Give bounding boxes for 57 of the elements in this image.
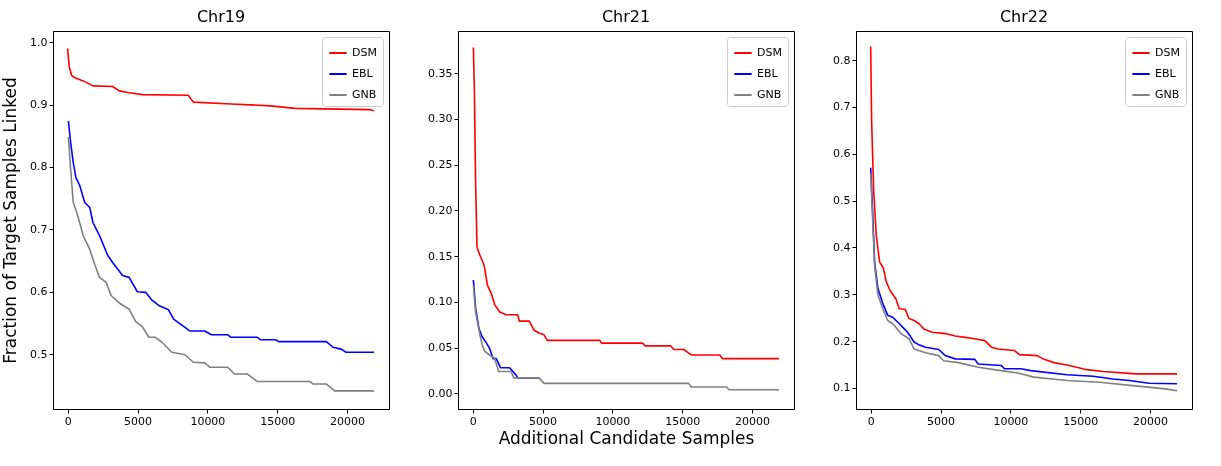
line-series (472, 284, 780, 391)
y-tick-label: 0.7 (30, 222, 48, 236)
y-tick-label: 0.9 (30, 98, 48, 112)
x-tick-label: 20000 (330, 414, 366, 428)
y-tick-label: 0.30 (428, 112, 453, 126)
y-tick-label: 0.25 (428, 158, 453, 172)
y-tick-label: 0.05 (428, 341, 453, 355)
y-tick-label: 0.5 (833, 194, 851, 208)
line-series (472, 46, 780, 360)
x-tick-label: 10000 (595, 414, 631, 428)
y-tick-label: 0.6 (30, 285, 48, 299)
y-tick-label: 0.4 (833, 240, 851, 254)
y-tick-label: 1.0 (30, 35, 48, 49)
legend-label: GNB (352, 88, 377, 101)
legend-label: EBL (757, 67, 779, 80)
x-tick-label: 5000 (927, 414, 956, 428)
x-tick-label: 15000 (260, 414, 296, 428)
chart-title: Chr19 (196, 7, 246, 26)
y-tick-label: 0.1 (833, 381, 851, 395)
y-tick-label: 0.15 (428, 249, 453, 263)
y-axis-title: Fraction of Target Samples Linked (0, 77, 21, 364)
x-tick-label: 10000 (190, 414, 226, 428)
x-tick-label: 15000 (1063, 414, 1099, 428)
x-axis-title: Additional Candidate Samples (498, 427, 755, 448)
legend-label: DSM (757, 46, 782, 59)
y-tick-label: 0.5 (30, 347, 48, 361)
chart-title: Chr22 (999, 7, 1049, 26)
x-tick-label: 15000 (665, 414, 701, 428)
x-tick-label: 10000 (993, 414, 1029, 428)
x-tick-label: 0 (469, 414, 477, 428)
line-series (67, 120, 375, 354)
y-tick-label: 0.3 (833, 287, 851, 301)
y-tick-label: 0.00 (428, 386, 453, 400)
legend-label: DSM (352, 46, 377, 59)
x-tick-label: 0 (64, 414, 72, 428)
y-tick-label: 0.8 (30, 160, 48, 174)
line-series (869, 45, 1178, 375)
x-tick-label: 0 (867, 414, 875, 428)
x-tick-label: 20000 (1133, 414, 1169, 428)
legend-label: GNB (1155, 88, 1180, 101)
x-tick-label: 20000 (735, 414, 771, 428)
line-series (66, 47, 375, 112)
y-tick-label: 0.8 (833, 53, 851, 67)
chart-title: Chr21 (601, 7, 651, 26)
y-tick-label: 0.2 (833, 334, 851, 348)
y-tick-label: 0.7 (833, 100, 851, 114)
y-tick-label: 0.20 (428, 203, 453, 217)
legend-label: EBL (1155, 67, 1177, 80)
y-tick-label: 0.35 (428, 66, 453, 80)
x-tick-label: 5000 (529, 414, 558, 428)
legend-label: EBL (352, 67, 374, 80)
line-series (67, 136, 375, 392)
x-tick-label: 5000 (124, 414, 153, 428)
legend-label: DSM (1155, 46, 1180, 59)
legend-label: GNB (757, 88, 782, 101)
y-tick-label: 0.10 (428, 295, 453, 309)
y-tick-label: 0.6 (833, 147, 851, 161)
